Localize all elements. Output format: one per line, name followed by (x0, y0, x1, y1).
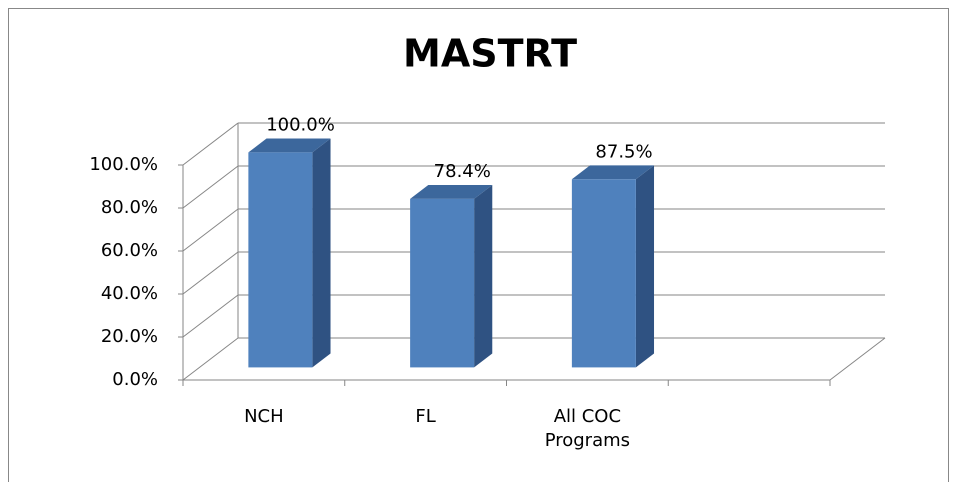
y-tick-label: 20.0% (101, 326, 158, 347)
chart-border (8, 8, 949, 482)
y-tick-label: 0.0% (112, 369, 158, 390)
bar-side (474, 184, 493, 368)
x-tick-label: NCH (244, 406, 284, 427)
grid-line-side (182, 251, 239, 295)
grid-line-side (182, 337, 239, 381)
y-tick-label: 60.0% (101, 240, 158, 261)
bar-side (312, 138, 331, 368)
bar-side (635, 165, 655, 368)
x-tick-label: FL (415, 406, 436, 427)
grid-line-side (182, 294, 239, 338)
data-label: 87.5% (595, 141, 652, 162)
bar (410, 198, 475, 368)
bar-top (571, 165, 655, 180)
bar-top (248, 138, 331, 153)
bar-top (410, 184, 493, 199)
data-label: 100.0% (266, 115, 335, 136)
bar (571, 179, 636, 368)
bar (248, 152, 313, 368)
x-tick-label: All COC Programs (544, 406, 631, 451)
y-tick-label: 80.0% (101, 197, 158, 218)
grid-line-side (182, 208, 239, 252)
grid-line-side (182, 122, 239, 166)
floor-right (829, 337, 886, 381)
y-tick-label: 40.0% (101, 283, 158, 304)
data-label: 78.4% (434, 161, 491, 182)
grid-line-side (182, 165, 239, 209)
chart-title: MASTRT (403, 32, 577, 76)
y-tick-label: 100.0% (89, 154, 158, 175)
